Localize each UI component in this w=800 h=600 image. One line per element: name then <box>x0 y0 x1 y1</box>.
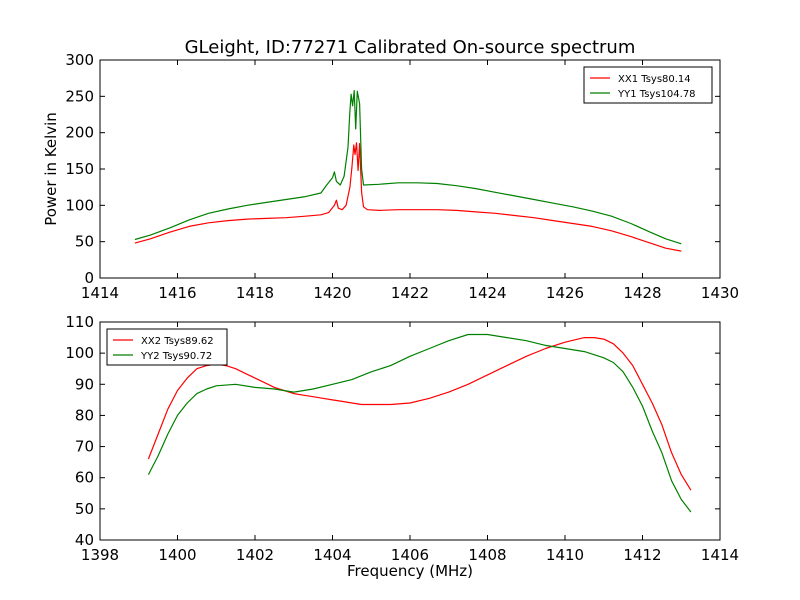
bottom-y-tick-label: 80 <box>75 406 94 424</box>
top-series-group <box>134 89 682 252</box>
top-series-line-2 <box>134 89 682 245</box>
top-legend: XX1 Tsys80.14 YY1 Tsys104.78 <box>583 66 713 104</box>
top-x-tick-label: 1430 <box>701 284 739 302</box>
bottom-x-tick-label: 1410 <box>546 546 584 564</box>
bottom-series-line-2 <box>147 333 692 513</box>
bottom-y-tick-label: 100 <box>65 344 94 362</box>
bottom-x-tick-label: 1412 <box>623 546 661 564</box>
bottom-x-tick-label: 1398 <box>81 546 119 564</box>
bottom-x-tick-label: 1406 <box>391 546 429 564</box>
figure-title: GLeight, ID:77271 Calibrated On-source s… <box>185 37 636 58</box>
top-x-tick-label: 1418 <box>236 284 274 302</box>
top-y-tick-label: 250 <box>65 87 94 105</box>
top-y-tick-label: 0 <box>84 269 94 287</box>
top-y-tick-label: 200 <box>65 124 94 142</box>
top-x-tick-label: 1416 <box>158 284 196 302</box>
top-panel: 1414 1416 1418 1420 1422 1424 1426 1428 1430 0 50 1… <box>42 51 739 302</box>
bottom-y-tick-label: 40 <box>75 531 94 549</box>
bottom-x-tick-label: 1414 <box>701 546 739 564</box>
top-x-tick-label: 1422 <box>391 284 429 302</box>
top-x-tick-label: 1414 <box>81 284 119 302</box>
top-x-tick-label: 1420 <box>313 284 351 302</box>
bottom-legend-label-2: YY2 Tsys90.72 <box>140 351 212 362</box>
top-x-tick-label: 1424 <box>468 284 506 302</box>
bottom-legend-label-1: XX2 Tsys89.62 <box>141 336 214 347</box>
bottom-x-tick-label: 1404 <box>313 546 351 564</box>
bottom-panel: 1398 1400 1402 1404 1406 1408 1410 1412 1414 40 50… <box>65 313 739 580</box>
top-x-tick-label: 1428 <box>623 284 661 302</box>
bottom-legend: XX2 Tsys89.62 YY2 Tsys90.72 <box>106 328 228 366</box>
bottom-y-tick-label: 110 <box>65 313 94 331</box>
bottom-x-axis-label: Frequency (MHz) <box>347 562 473 580</box>
bottom-y-tick-label: 70 <box>75 438 94 456</box>
top-y-tick-label: 150 <box>65 160 94 178</box>
top-legend-label-2: YY1 Tsys104.78 <box>617 89 696 100</box>
bottom-ticks: 1398 1400 1402 1404 1406 1408 1410 1412 1414 40 50… <box>65 313 739 564</box>
top-x-tick-label: 1426 <box>546 284 584 302</box>
bottom-legend-box <box>106 328 228 366</box>
bottom-x-tick-label: 1400 <box>158 546 196 564</box>
top-y-tick-label: 100 <box>65 196 94 214</box>
top-ticks: 1414 1416 1418 1420 1422 1424 1426 1428 1430 0 50 1… <box>65 51 739 302</box>
top-legend-label-1: XX1 Tsys80.14 <box>618 74 691 85</box>
top-y-tick-label: 50 <box>75 233 94 251</box>
bottom-y-tick-label: 60 <box>75 469 94 487</box>
bottom-x-tick-label: 1402 <box>236 546 274 564</box>
bottom-y-tick-label: 50 <box>75 500 94 518</box>
top-legend-box <box>583 66 713 104</box>
top-y-axis-label: Power in Kelvin <box>42 112 60 226</box>
bottom-y-tick-label: 90 <box>75 375 94 393</box>
top-y-tick-label: 300 <box>65 51 94 69</box>
bottom-x-tick-label: 1408 <box>468 546 506 564</box>
top-series-line-1 <box>134 142 682 252</box>
